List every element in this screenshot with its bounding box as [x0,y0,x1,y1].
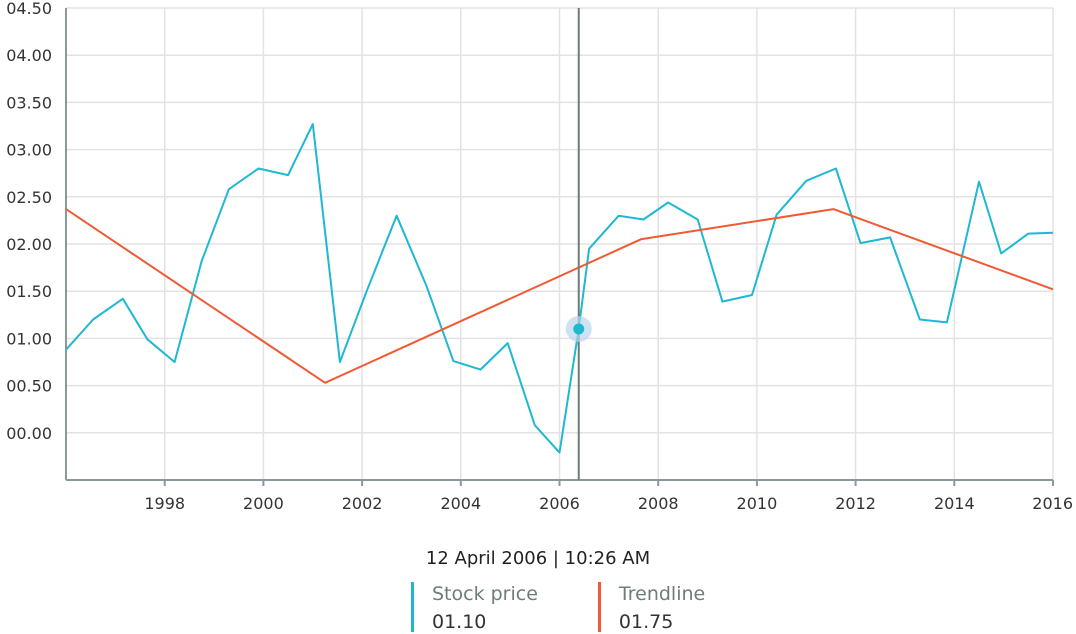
x-tick-label: 2006 [539,494,580,513]
legend-value: 01.75 [619,610,705,634]
x-tick-label: 2000 [243,494,284,513]
y-tick-label: 00.00 [6,424,52,443]
y-tick-label: 01.00 [6,329,52,348]
x-tick-label: 2010 [737,494,778,513]
x-tick-label: 2008 [638,494,679,513]
x-tick-label: 2012 [835,494,876,513]
hover-marker [573,323,584,334]
legend-value: 01.10 [432,610,538,634]
legend-item-stock-price[interactable]: Stock price 01.10 [411,582,538,634]
x-tick-label: 2016 [1032,494,1073,513]
legend-label: Trendline [619,582,705,606]
stock-line-chart[interactable]: 00.00 00.50 01.00 01.50 02.00 02.50 03.00 03.50… [0,0,1076,540]
x-tick-label: 2014 [934,494,975,513]
x-axis-tick-labels: 1998 2000 2002 2004 2006 2008 2010 2012 2014 2016 [144,494,1073,513]
legend-swatch-stock-price [411,582,414,632]
y-tick-label: 03.50 [6,93,52,112]
y-tick-label: 04.50 [6,0,52,18]
x-tick-label: 2004 [440,494,481,513]
y-tick-label: 02.50 [6,188,52,207]
y-tick-label: 04.00 [6,46,52,65]
y-tick-label: 03.00 [6,141,52,160]
x-tick-label: 1998 [144,494,185,513]
legend-item-trendline[interactable]: Trendline 01.75 [598,582,705,634]
legend: Stock price 01.10 Trendline 01.75 [411,582,705,634]
y-tick-label: 02.00 [6,235,52,254]
x-tick-label: 2002 [342,494,383,513]
y-tick-label: 00.50 [6,377,52,396]
legend-label: Stock price [432,582,538,606]
y-axis-tick-labels: 00.00 00.50 01.00 01.50 02.00 02.50 03.00 03.50… [6,0,52,443]
legend-swatch-trendline [598,582,601,632]
hover-datetime-readout: 12 April 2006 | 10:26 AM [0,548,1076,569]
y-tick-label: 01.50 [6,282,52,301]
